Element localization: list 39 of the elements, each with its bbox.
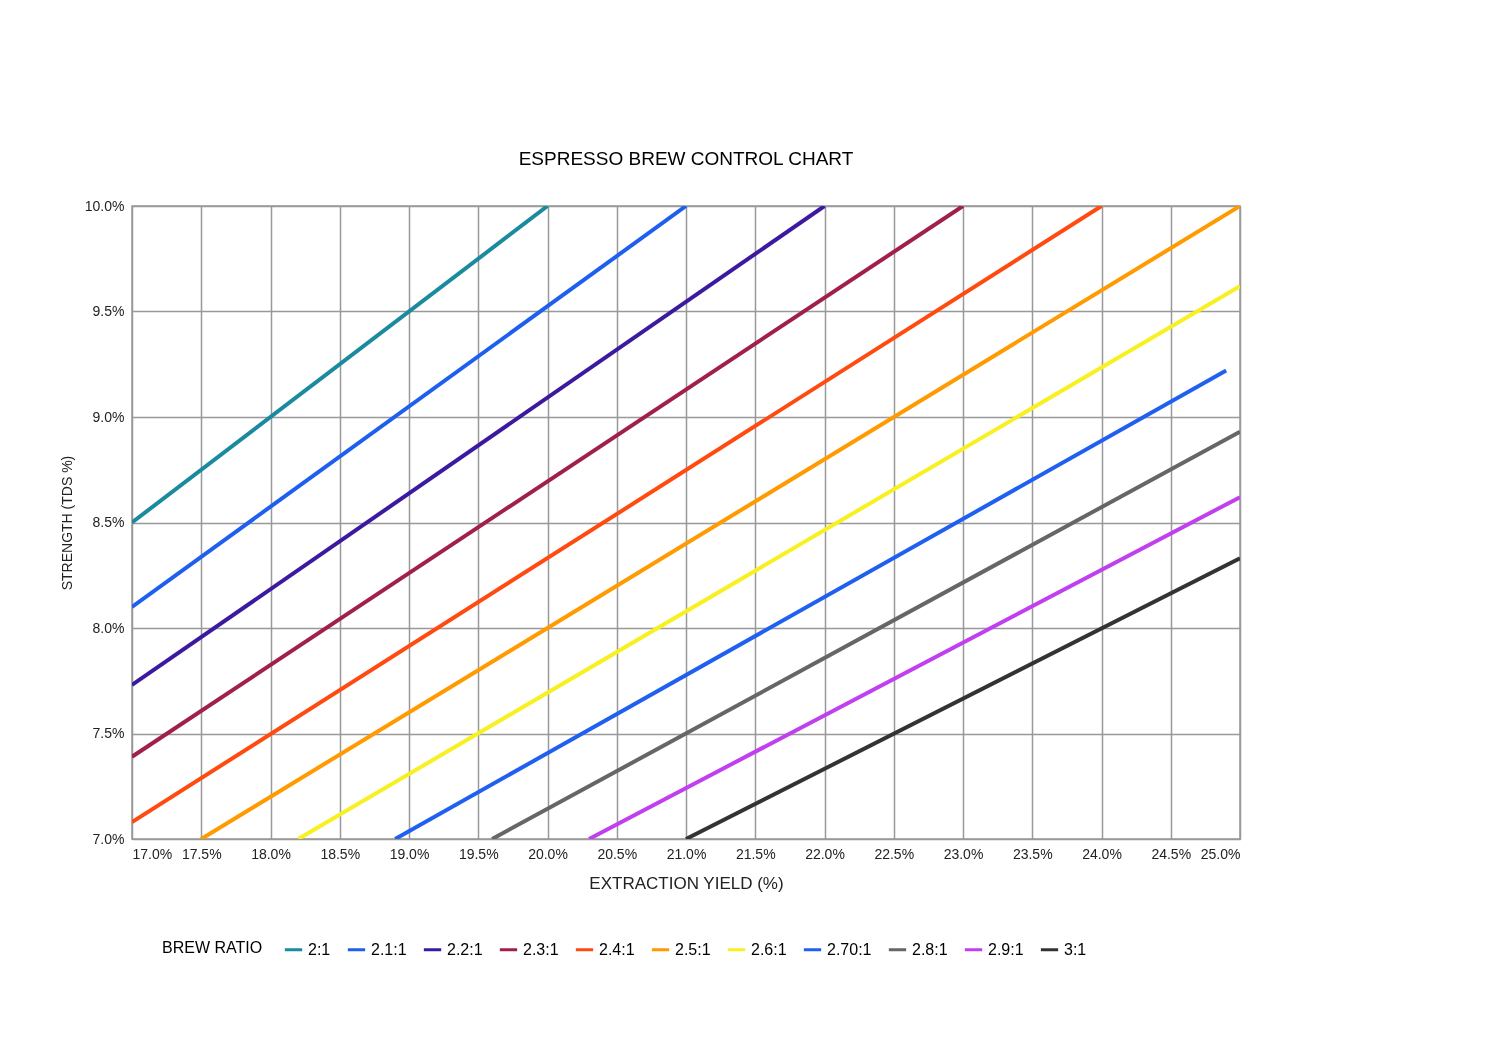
x-tick-label: 20.0%: [528, 845, 568, 862]
x-tick-label: 21.5%: [735, 845, 776, 862]
x-tick-label: 19.5%: [458, 845, 499, 862]
y-tick-label: 9.0%: [92, 408, 125, 425]
x-tick-label: 24.5%: [1151, 845, 1192, 862]
x-tick-label: 22.5%: [874, 845, 915, 862]
legend-label: 2.3:1: [523, 940, 559, 958]
legend-label: 2.9:1: [988, 940, 1024, 958]
legend-label: 2.6:1: [751, 940, 787, 958]
legend-label: 3:1: [1064, 940, 1087, 958]
legend-label: 2.70:1: [827, 940, 872, 958]
x-tick-label: 24.0%: [1082, 845, 1122, 862]
chart-title: ESPRESSO BREW CONTROL CHART: [518, 148, 854, 169]
legend-label: 2.8:1: [912, 940, 948, 958]
x-tick-label: 22.0%: [805, 845, 845, 862]
x-tick-label: 18.0%: [251, 845, 291, 862]
legend-label: 2.5:1: [675, 940, 711, 958]
legend-label: 2:1: [308, 940, 331, 958]
x-tick-label: 19.0%: [389, 845, 430, 862]
y-tick-label: 9.5%: [92, 303, 125, 319]
x-tick-label: 25.0%: [1200, 845, 1241, 862]
x-tick-label: 23.0%: [943, 845, 984, 862]
y-tick-label: 8.5%: [92, 514, 125, 530]
legend-label: 2.2:1: [447, 940, 483, 958]
y-axis-title: STRENGTH (TDS %): [58, 455, 75, 591]
y-tick-label: 7.0%: [92, 830, 125, 847]
x-tick-label: 18.5%: [320, 845, 361, 862]
x-tick-label: 17.5%: [181, 845, 222, 862]
x-tick-label: 21.0%: [666, 845, 707, 862]
legend-label: 2.4:1: [599, 940, 635, 958]
y-tick-label: 8.0%: [92, 619, 125, 636]
x-axis-title: EXTRACTION YIELD (%): [589, 873, 784, 893]
legend-label: 2.1:1: [371, 940, 407, 958]
legend-title: BREW RATIO: [162, 939, 263, 956]
x-tick-label: 20.5%: [597, 845, 638, 862]
y-tick-label: 7.5%: [92, 725, 125, 741]
x-tick-label: 23.5%: [1012, 845, 1053, 862]
y-tick-label: 10.0%: [84, 197, 125, 214]
x-tick-label: 17.0%: [132, 845, 173, 862]
